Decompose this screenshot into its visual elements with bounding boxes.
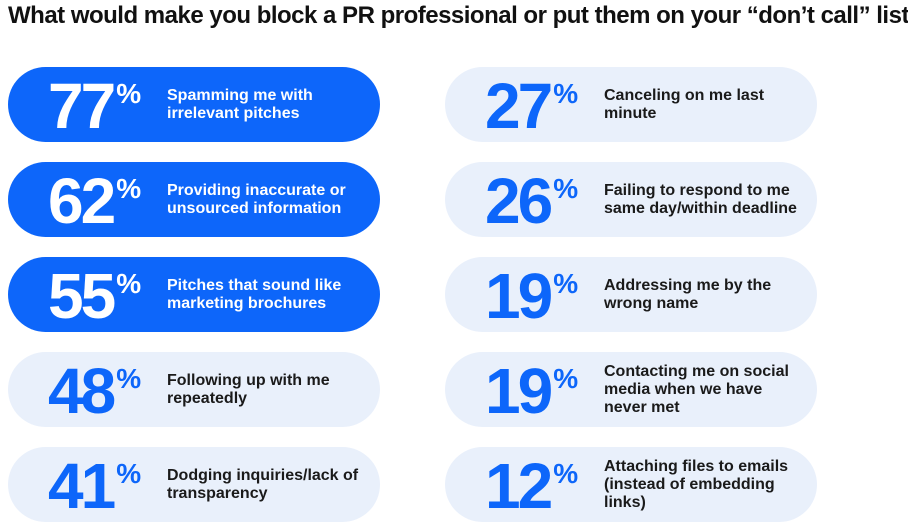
stat-label: Addressing me by the wrong name [604, 276, 772, 312]
stat-label: Pitches that sound like marketing brochu… [167, 276, 342, 312]
stat-pill: 19% Addressing me by the wrong name [445, 257, 817, 332]
stat-label: Providing inaccurate or unsourced inform… [167, 181, 346, 217]
stat-label: Dodging inquiries/lack of transparency [167, 466, 359, 502]
stat-percentage: 19% [485, 352, 578, 427]
stat-value: 62 [48, 165, 116, 237]
stat-pill: 48% Following up with me repeatedly [8, 352, 380, 427]
stat-value: 19 [485, 260, 553, 332]
percent-sign: % [116, 458, 142, 489]
stat-value: 55 [48, 260, 116, 332]
percent-sign: % [553, 363, 579, 394]
stat-pill: 26% Failing to respond to me same day/wi… [445, 162, 817, 237]
stat-percentage: 19% [485, 257, 578, 332]
stat-pill: 77% Spamming me with irrelevant pitches [8, 67, 380, 142]
percent-sign: % [116, 78, 142, 109]
stat-value: 27 [485, 70, 553, 142]
stat-pill: 27% Canceling on me last minute [445, 67, 817, 142]
stat-percentage: 41% [48, 447, 141, 522]
percent-sign: % [553, 458, 579, 489]
stat-pill: 62% Providing inaccurate or unsourced in… [8, 162, 380, 237]
stat-label: Attaching files to emails (instead of em… [604, 457, 789, 511]
stat-percentage: 55% [48, 257, 141, 332]
stat-percentage: 12% [485, 447, 578, 522]
percent-sign: % [116, 268, 142, 299]
percent-sign: % [116, 173, 142, 204]
stat-label: Spamming me with irrelevant pitches [167, 86, 313, 122]
stat-pill: 41% Dodging inquiries/lack of transparen… [8, 447, 380, 522]
stat-value: 12 [485, 450, 553, 522]
chart-title: What would make you block a PR professio… [8, 2, 908, 29]
stat-pill: 12% Attaching files to emails (instead o… [445, 447, 817, 522]
stat-value: 19 [485, 355, 553, 427]
percent-sign: % [553, 78, 579, 109]
percent-sign: % [116, 363, 142, 394]
stat-percentage: 48% [48, 352, 141, 427]
stat-label: Contacting me on social media when we ha… [604, 362, 789, 416]
stat-percentage: 77% [48, 67, 141, 142]
percent-sign: % [553, 268, 579, 299]
stat-percentage: 27% [485, 67, 578, 142]
percent-sign: % [553, 173, 579, 204]
stat-pill: 55% Pitches that sound like marketing br… [8, 257, 380, 332]
stat-pill: 19% Contacting me on social media when w… [445, 352, 817, 427]
stat-percentage: 62% [48, 162, 141, 237]
stat-percentage: 26% [485, 162, 578, 237]
stat-value: 26 [485, 165, 553, 237]
stat-label: Following up with me repeatedly [167, 371, 330, 407]
stat-value: 77 [48, 70, 116, 142]
stat-value: 41 [48, 450, 116, 522]
stat-label: Canceling on me last minute [604, 86, 765, 122]
stat-label: Failing to respond to me same day/within… [604, 181, 797, 217]
stat-value: 48 [48, 355, 116, 427]
